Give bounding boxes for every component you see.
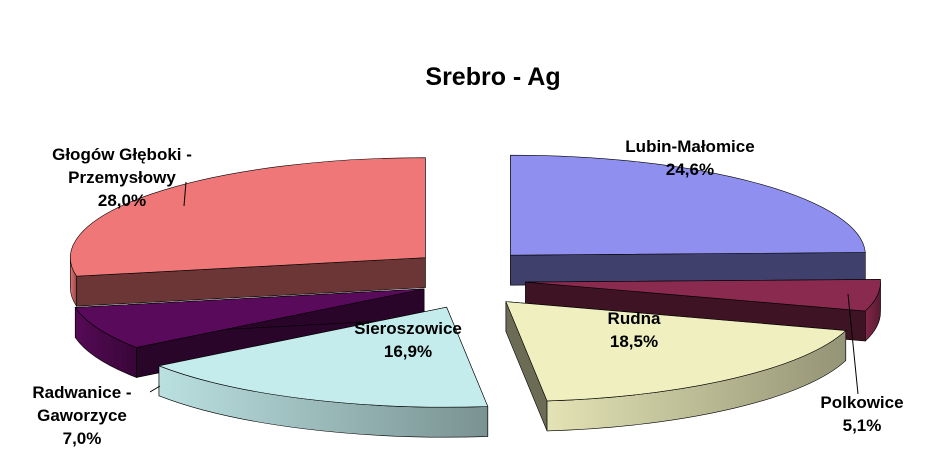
leader-line [149, 385, 161, 393]
slice-label: Głogów Głęboki -Przemysłowy 28,0% [52, 145, 192, 210]
pie-slice [74, 288, 425, 378]
slice-label: Polkowice 5,1% [820, 393, 903, 435]
slice-label: Radwanice -Gaworzyce 7,0% [32, 383, 131, 448]
leader-line [847, 293, 859, 395]
pie-slice [70, 157, 426, 308]
leader-lines [149, 181, 859, 395]
slice-label: Rudna 18,5% [608, 309, 661, 351]
data-labels: Lubin-Małomice 24,6% Polkowice 5,1% Rudna 18,… [32, 137, 903, 448]
chart-title: Srebro - Ag [425, 63, 560, 91]
pie-slice [525, 279, 881, 342]
pie-slice [505, 301, 847, 432]
slice-label: Sieroszowice 16,9% [354, 319, 462, 361]
pie-slice [510, 154, 866, 286]
pie-slices [70, 154, 881, 438]
slice-label: Lubin-Małomice 24,6% [625, 137, 754, 179]
pie-slice [157, 306, 489, 438]
leader-line [183, 181, 187, 207]
